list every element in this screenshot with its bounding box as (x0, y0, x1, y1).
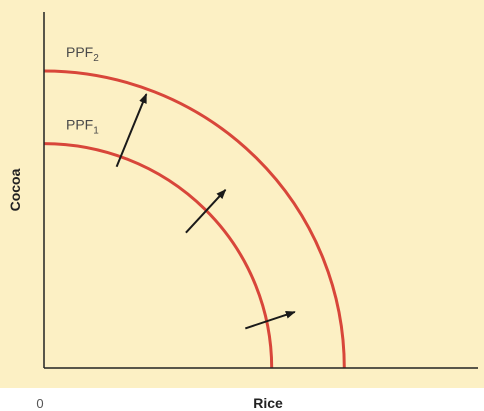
chart-background (0, 0, 484, 388)
y-axis-title: Cocoa (7, 168, 23, 211)
shift-arrow-1 (115, 93, 148, 168)
ppf-label-2: PPF2 (66, 44, 99, 64)
x-axis-title: Rice (253, 395, 283, 411)
ppf-label-1: PPF1 (66, 117, 99, 137)
shift-arrow-3 (244, 310, 296, 330)
origin-label: 0 (36, 396, 43, 411)
shift-arrow-2 (185, 189, 227, 234)
ppf-curve-1 (43, 142, 274, 369)
ppf-curve-2 (43, 69, 346, 369)
